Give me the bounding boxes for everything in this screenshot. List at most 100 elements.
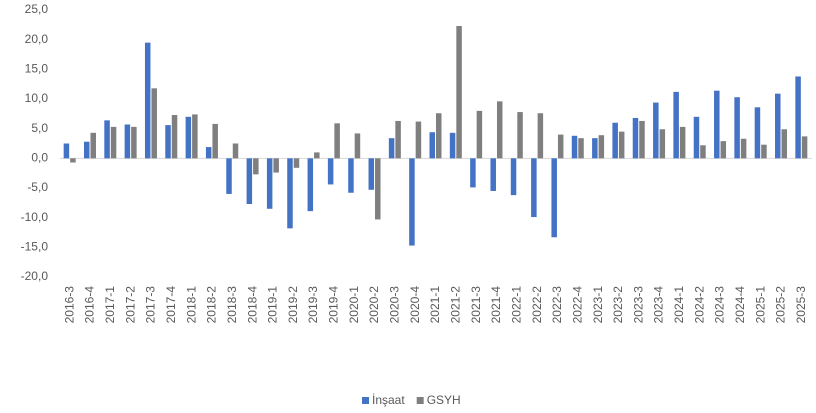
bar xyxy=(700,145,706,159)
bar xyxy=(476,110,483,159)
bar xyxy=(327,158,334,185)
bar xyxy=(740,138,747,159)
x-tick-label: 2024-1 xyxy=(672,286,686,324)
bar xyxy=(795,76,801,159)
bar xyxy=(551,158,557,238)
bar xyxy=(104,120,110,159)
x-tick-label: 2023-2 xyxy=(611,286,625,324)
x-tick-label: 2021-4 xyxy=(489,286,503,324)
bar xyxy=(192,114,198,159)
legend-swatch xyxy=(416,397,424,404)
bar xyxy=(415,121,422,159)
y-tick-label: -10,0 xyxy=(21,210,49,224)
bar xyxy=(578,138,584,159)
bar xyxy=(679,126,686,159)
y-tick-label: 10,0 xyxy=(25,91,49,105)
x-tick-label: 2021-2 xyxy=(448,286,462,324)
bar xyxy=(348,158,354,193)
y-tick-label: 5,0 xyxy=(31,121,48,135)
bar xyxy=(775,93,781,159)
bar xyxy=(171,115,178,159)
bar xyxy=(83,141,90,159)
bar xyxy=(131,126,137,159)
bar xyxy=(334,123,340,159)
bar xyxy=(436,113,442,159)
bar xyxy=(151,88,157,159)
bar xyxy=(456,26,462,159)
x-tick-label: 2020-4 xyxy=(408,286,422,324)
bar xyxy=(124,124,131,159)
bar xyxy=(212,123,218,159)
bar xyxy=(287,158,293,229)
x-tick-label: 2018-2 xyxy=(205,286,219,324)
x-tick-label: 2020-2 xyxy=(367,286,381,324)
bar xyxy=(409,158,415,246)
bar xyxy=(273,158,279,173)
bar xyxy=(618,131,625,159)
y-tick-label: -20,0 xyxy=(21,269,49,283)
bar xyxy=(246,158,253,205)
bar xyxy=(653,102,659,159)
x-tick-label: 2018-1 xyxy=(184,286,198,324)
x-tick-label: 2022-2 xyxy=(530,286,544,324)
x-tick-label: 2022-4 xyxy=(570,286,584,324)
x-tick-label: 2019-2 xyxy=(286,286,300,324)
bar xyxy=(490,158,496,191)
legend-label: İnşaat xyxy=(372,393,405,407)
bar xyxy=(781,129,788,159)
bar xyxy=(266,158,273,209)
bar xyxy=(470,158,476,188)
y-tick-label: 20,0 xyxy=(25,32,49,46)
x-tick-label: 2017-4 xyxy=(164,286,178,324)
bar xyxy=(720,141,727,159)
bar xyxy=(354,133,361,159)
x-tick-label: 2021-1 xyxy=(428,286,442,324)
bar xyxy=(673,91,679,159)
bar xyxy=(253,158,259,175)
bar xyxy=(734,97,740,159)
bar xyxy=(429,132,435,159)
bar xyxy=(395,120,401,159)
bar xyxy=(801,136,808,159)
bar xyxy=(496,101,503,159)
bar xyxy=(388,138,395,159)
x-tick-label: 2020-1 xyxy=(347,286,361,324)
bar xyxy=(293,158,300,168)
bar xyxy=(639,120,645,159)
bar xyxy=(510,158,517,196)
y-tick-label: 15,0 xyxy=(25,62,49,76)
legend-label: GSYH xyxy=(427,393,461,407)
x-tick-label: 2022-3 xyxy=(550,286,564,324)
bar xyxy=(449,132,456,159)
x-tick-label: 2016-4 xyxy=(83,286,97,324)
x-tick-label: 2025-1 xyxy=(753,286,767,324)
bar xyxy=(659,129,666,159)
x-tick-label: 2020-3 xyxy=(388,286,402,324)
x-tick-label: 2019-1 xyxy=(266,286,280,324)
bar xyxy=(90,132,96,159)
x-tick-label: 2021-3 xyxy=(469,286,483,324)
bar xyxy=(537,113,544,159)
x-tick-label: 2023-3 xyxy=(631,286,645,324)
bar xyxy=(144,42,151,159)
x-tick-label: 2019-4 xyxy=(327,286,341,324)
x-tick-label: 2025-2 xyxy=(774,286,788,324)
bar xyxy=(110,126,117,159)
bar xyxy=(517,112,523,159)
bar xyxy=(592,138,598,159)
bar xyxy=(375,158,381,220)
bar xyxy=(314,152,320,159)
x-tick-label: 2018-4 xyxy=(245,286,259,324)
x-tick-label: 2024-2 xyxy=(692,286,706,324)
bar xyxy=(165,125,171,159)
bar xyxy=(598,135,605,159)
legend-swatch xyxy=(362,397,369,404)
x-tick-label: 2024-4 xyxy=(733,286,747,324)
bar xyxy=(531,158,537,218)
x-tick-label: 2023-1 xyxy=(591,286,605,324)
x-tick-label: 2017-2 xyxy=(123,286,137,324)
bar xyxy=(368,158,375,190)
bar xyxy=(761,144,767,159)
legend: İnşaat GSYH xyxy=(362,393,461,407)
